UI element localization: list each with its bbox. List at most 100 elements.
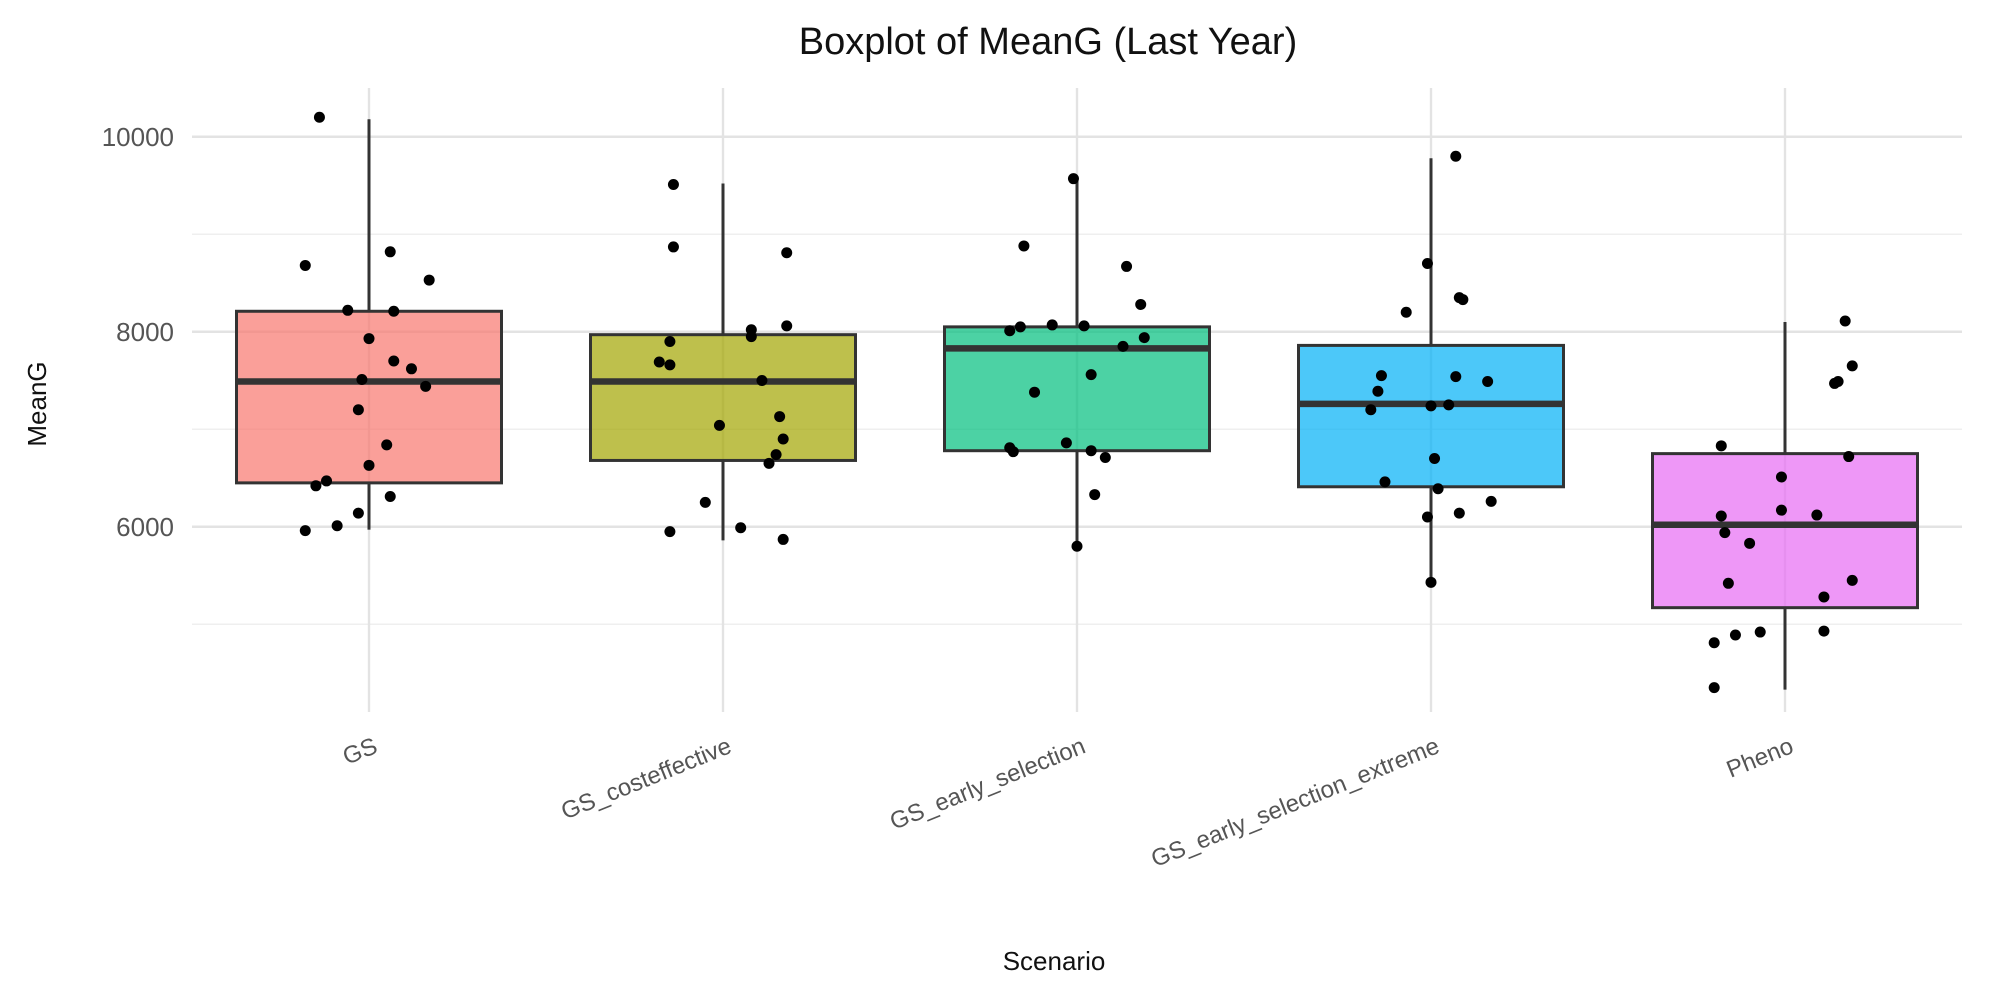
data-point bbox=[781, 320, 793, 332]
data-point bbox=[1843, 451, 1855, 463]
data-point bbox=[1775, 471, 1787, 483]
data-point bbox=[1775, 504, 1787, 516]
data-point bbox=[388, 305, 400, 317]
data-point bbox=[1432, 483, 1444, 495]
data-point bbox=[423, 274, 435, 286]
data-point bbox=[1099, 452, 1111, 464]
data-point bbox=[384, 491, 396, 503]
x-tick-label: GS bbox=[339, 733, 381, 771]
data-point bbox=[1708, 682, 1720, 694]
data-point bbox=[1443, 399, 1455, 411]
data-point bbox=[699, 496, 711, 508]
data-point bbox=[1715, 510, 1727, 522]
data-point bbox=[342, 304, 354, 316]
data-point bbox=[1482, 375, 1494, 387]
box-GS_costeffective bbox=[589, 333, 857, 462]
data-point bbox=[388, 355, 400, 367]
data-point bbox=[1085, 445, 1097, 457]
data-point bbox=[313, 111, 325, 123]
data-point bbox=[1379, 476, 1391, 488]
data-point bbox=[1421, 258, 1433, 269]
data-point bbox=[735, 522, 747, 534]
data-point bbox=[1818, 625, 1830, 637]
data-point bbox=[1067, 173, 1079, 185]
data-point bbox=[1719, 527, 1731, 539]
data-point bbox=[1829, 377, 1841, 389]
data-point bbox=[1485, 495, 1497, 507]
data-point bbox=[384, 246, 396, 258]
data-point bbox=[777, 433, 789, 445]
data-point bbox=[1085, 369, 1097, 381]
box-layer bbox=[235, 119, 1919, 690]
data-point bbox=[1846, 360, 1858, 372]
data-point bbox=[1138, 332, 1150, 344]
data-point bbox=[1121, 260, 1133, 272]
data-point bbox=[1839, 315, 1851, 327]
data-point bbox=[1425, 576, 1437, 588]
data-point bbox=[1818, 591, 1830, 603]
point-layer bbox=[299, 111, 1858, 694]
data-point bbox=[1754, 626, 1766, 638]
box-GS_early_selection_extreme bbox=[1297, 343, 1565, 489]
x-tick-label: GS_early_selection bbox=[886, 733, 1089, 836]
data-point bbox=[1453, 507, 1465, 519]
data-point bbox=[664, 336, 676, 347]
data-point bbox=[363, 459, 375, 471]
data-point bbox=[1400, 306, 1412, 318]
data-point bbox=[1046, 319, 1058, 331]
data-point bbox=[299, 259, 311, 271]
data-point bbox=[1715, 440, 1727, 452]
data-point bbox=[1429, 453, 1441, 464]
data-point bbox=[763, 457, 775, 469]
y-axis-title: MeanG bbox=[22, 361, 52, 446]
data-point bbox=[1744, 537, 1756, 549]
data-point bbox=[1421, 511, 1433, 523]
data-point bbox=[1811, 509, 1823, 521]
data-point bbox=[745, 331, 757, 343]
data-point bbox=[667, 179, 679, 191]
data-point bbox=[1365, 404, 1377, 416]
data-point bbox=[664, 359, 676, 371]
data-point bbox=[1450, 150, 1462, 162]
data-point bbox=[1007, 446, 1019, 458]
data-point bbox=[1018, 240, 1030, 252]
data-point bbox=[356, 374, 368, 386]
data-point bbox=[299, 525, 311, 537]
data-point bbox=[713, 419, 725, 431]
data-point bbox=[352, 404, 364, 416]
data-point bbox=[1117, 340, 1129, 352]
data-point bbox=[1846, 574, 1858, 586]
data-point bbox=[770, 449, 782, 461]
data-point bbox=[1089, 489, 1101, 501]
y-tick-label: 10000 bbox=[102, 122, 174, 152]
data-point bbox=[1425, 400, 1437, 412]
data-point bbox=[1729, 629, 1741, 641]
data-point bbox=[1372, 385, 1384, 397]
data-point bbox=[381, 439, 393, 451]
data-point bbox=[653, 356, 665, 368]
data-point bbox=[1708, 637, 1720, 649]
data-point bbox=[1029, 386, 1041, 398]
data-point bbox=[777, 533, 789, 545]
data-point bbox=[352, 507, 364, 519]
data-point bbox=[331, 520, 343, 532]
x-axis-title: Scenario bbox=[1003, 946, 1106, 976]
data-point bbox=[1078, 320, 1090, 332]
chart-title: Boxplot of MeanG (Last Year) bbox=[799, 21, 1298, 63]
data-point bbox=[1060, 437, 1072, 449]
data-point bbox=[1014, 321, 1026, 333]
data-point bbox=[1457, 294, 1469, 306]
data-point bbox=[774, 411, 786, 423]
data-point bbox=[781, 247, 793, 259]
data-point bbox=[310, 480, 322, 492]
data-point bbox=[363, 333, 375, 345]
data-point bbox=[1722, 577, 1734, 589]
data-point bbox=[405, 363, 417, 375]
x-tick-label: Pheno bbox=[1723, 733, 1797, 784]
x-tick-label: GS_early_selection_extreme bbox=[1147, 733, 1443, 873]
data-point bbox=[667, 241, 679, 253]
data-point bbox=[664, 526, 676, 538]
data-point bbox=[1375, 370, 1387, 382]
